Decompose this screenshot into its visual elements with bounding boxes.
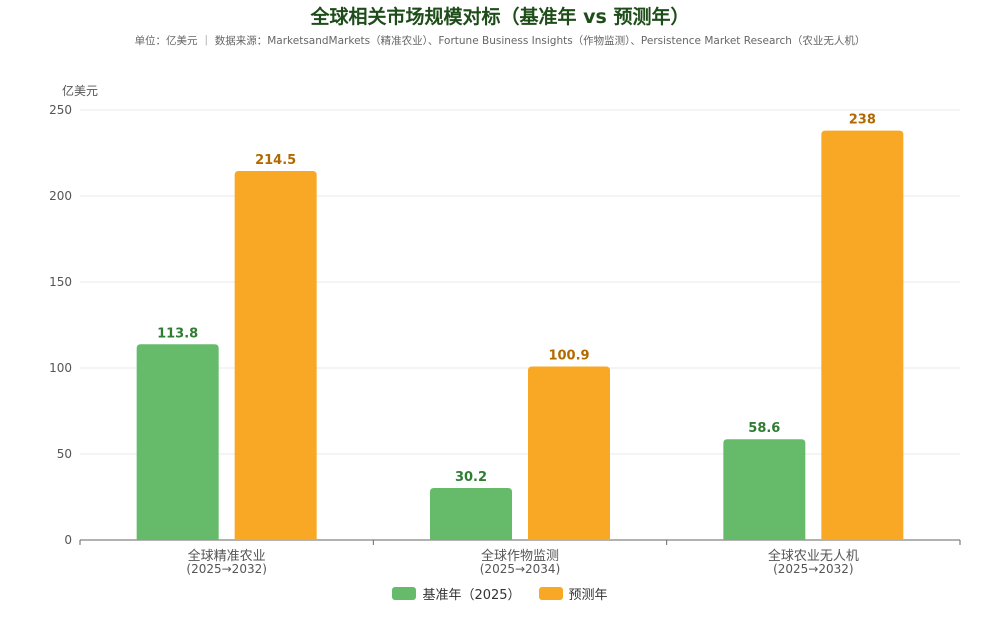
legend-item-forecast-year[interactable]: 预测年: [538, 584, 608, 603]
legend-label-forecast-year: 预测年: [568, 588, 608, 603]
data-label: 214.5: [255, 153, 296, 168]
x-tick-sublabel: (2025→2032): [773, 562, 854, 576]
y-tick-label: 0: [64, 533, 72, 547]
x-tick-label: 全球精准农业: [188, 548, 266, 564]
x-tick-label: 全球作物监测: [481, 548, 559, 564]
legend: 基准年（2025） 预测年: [0, 584, 1000, 603]
data-label: 238: [849, 113, 876, 128]
data-label: 113.8: [157, 326, 198, 341]
y-axis-unit-label: 亿美元: [62, 84, 99, 98]
chart-title: 全球相关市场规模对标（基准年 vs 预测年）: [310, 6, 690, 28]
bar: [821, 130, 904, 540]
y-tick-label: 50: [57, 447, 72, 461]
legend-swatch-forecast-year: [538, 587, 563, 600]
bar: [430, 488, 512, 540]
x-tick-sublabel: (2025→2032): [186, 562, 267, 576]
x-tick-label: 全球农业无人机: [768, 548, 859, 564]
bar: [234, 171, 317, 540]
legend-item-base-year[interactable]: 基准年（2025）: [392, 584, 521, 603]
legend-label-base-year: 基准年（2025）: [422, 588, 521, 603]
y-tick-label: 150: [49, 275, 72, 289]
bar: [528, 366, 610, 540]
data-label: 100.9: [548, 348, 589, 363]
y-tick-label: 250: [49, 103, 72, 117]
data-label: 58.6: [748, 421, 780, 436]
y-tick-label: 200: [49, 189, 72, 203]
legend-swatch-base-year: [392, 587, 417, 600]
x-tick-sublabel: (2025→2034): [480, 562, 561, 576]
y-tick-label: 100: [49, 361, 72, 375]
data-label: 30.2: [455, 470, 487, 485]
chart-subtitle: 单位：亿美元 ｜ 数据来源：MarketsandMarkets（精准农业）、Fo…: [134, 35, 866, 47]
bar: [723, 439, 806, 540]
bar: [136, 344, 219, 540]
